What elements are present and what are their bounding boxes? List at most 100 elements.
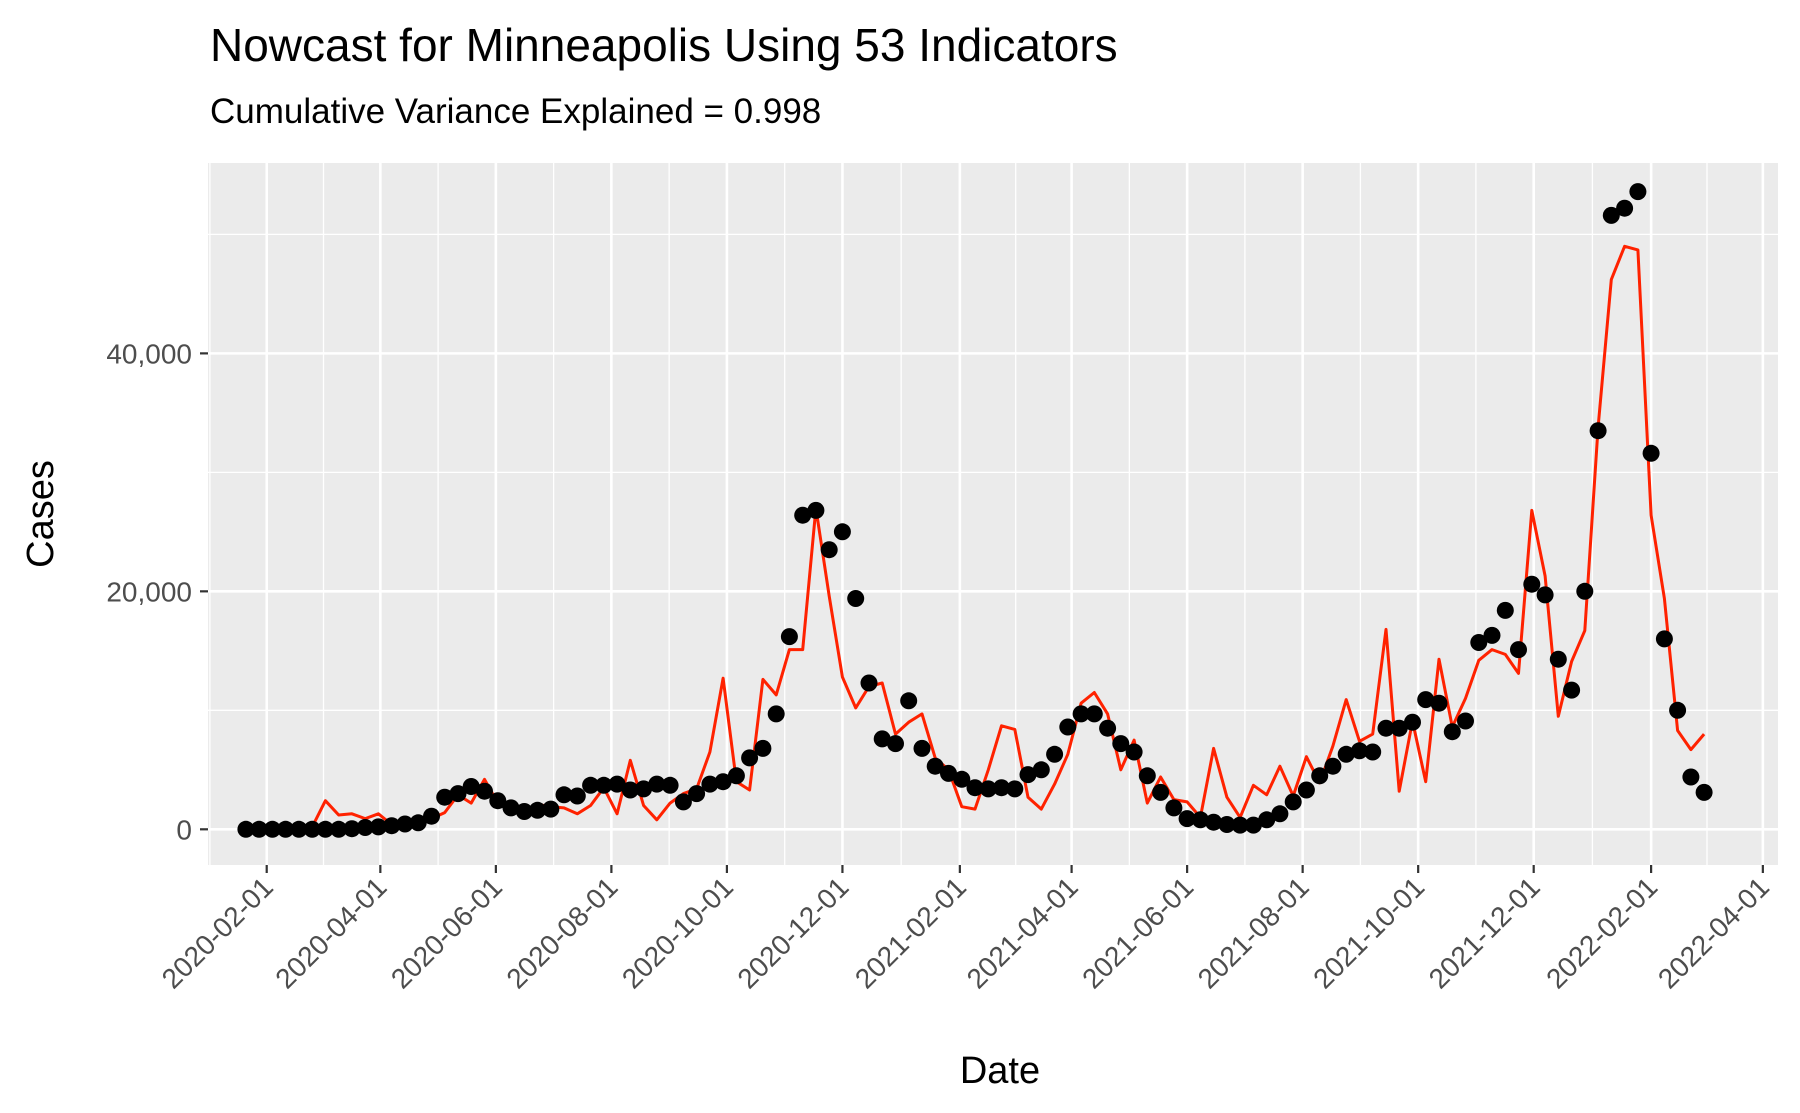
data-point — [794, 506, 812, 524]
y-tick-label: 20,000 — [106, 576, 192, 607]
data-point — [1576, 582, 1594, 600]
data-point — [1457, 712, 1474, 730]
data-point — [741, 749, 759, 767]
data-point — [1311, 767, 1329, 785]
data-point — [1417, 691, 1435, 709]
data-point — [1218, 816, 1236, 833]
data-point — [674, 793, 692, 811]
data-point — [436, 788, 454, 806]
data-point — [529, 801, 546, 819]
data-point — [979, 780, 997, 798]
x-axis-label: Date — [959, 1050, 1041, 1092]
data-point — [489, 792, 507, 810]
data-point — [369, 818, 387, 836]
data-point — [1231, 816, 1249, 834]
data-point — [953, 770, 971, 788]
data-point — [1629, 183, 1647, 201]
data-point — [1642, 444, 1660, 462]
data-point — [621, 781, 639, 799]
data-point — [1165, 799, 1183, 817]
plot-panel — [208, 163, 1778, 865]
x-tick-label: 2020-02-01 — [156, 871, 279, 994]
data-point — [290, 820, 308, 838]
data-point — [926, 757, 944, 775]
data-point — [1324, 757, 1342, 775]
data-point — [263, 820, 281, 838]
x-tick-label: 2021-02-01 — [849, 871, 972, 994]
data-point — [714, 773, 732, 791]
data-point — [754, 739, 772, 757]
data-point — [1205, 813, 1223, 831]
data-point — [237, 820, 255, 838]
data-point — [316, 820, 334, 838]
data-point — [847, 590, 865, 607]
y-axis: 0 20,000 40,000 — [106, 338, 208, 845]
data-point — [780, 628, 798, 646]
data-point — [1616, 199, 1634, 217]
chart-title: Nowcast for Minneapolis Using 53 Indicat… — [210, 19, 1118, 71]
data-point — [1112, 735, 1130, 753]
x-tick-label: 2020-04-01 — [269, 871, 392, 994]
data-point — [833, 523, 851, 541]
data-point — [449, 785, 467, 803]
data-point — [555, 786, 573, 804]
data-point — [1655, 630, 1673, 648]
data-point — [1152, 783, 1170, 801]
data-point — [1443, 723, 1461, 741]
data-point — [1390, 719, 1408, 737]
y-axis-label: Cases — [20, 460, 62, 568]
data-point — [1496, 601, 1514, 619]
data-point — [1006, 780, 1024, 798]
x-tick-label: 2021-04-01 — [961, 871, 1084, 994]
data-point — [396, 815, 414, 833]
data-point — [1059, 718, 1077, 736]
data-point — [1244, 816, 1262, 834]
data-point — [1549, 650, 1567, 668]
data-point — [1470, 634, 1488, 651]
x-tick-label: 2022-04-01 — [1652, 871, 1775, 994]
x-tick-label: 2020-06-01 — [385, 871, 508, 994]
data-point — [1072, 705, 1090, 723]
x-tick-label: 2020-10-01 — [616, 871, 739, 994]
data-point — [1297, 781, 1315, 799]
data-point — [767, 705, 785, 723]
data-point — [383, 817, 401, 835]
data-point — [1337, 745, 1355, 763]
data-point — [1682, 768, 1700, 786]
data-point — [1589, 422, 1607, 440]
grid-major — [208, 163, 1778, 865]
data-point — [1284, 793, 1302, 811]
data-point — [1483, 626, 1501, 644]
x-tick-label: 2021-12-01 — [1423, 871, 1546, 994]
x-tick-label: 2021-10-01 — [1307, 871, 1430, 994]
grid-minor — [208, 163, 1778, 865]
data-point — [1602, 206, 1620, 224]
data-point — [582, 776, 600, 794]
data-point — [940, 764, 957, 782]
data-point — [1669, 701, 1687, 719]
data-point — [900, 692, 918, 710]
data-point — [701, 775, 719, 793]
data-point — [1271, 805, 1289, 823]
data-point — [1510, 641, 1527, 659]
data-point — [595, 776, 613, 794]
data-point — [1019, 766, 1037, 784]
data-point — [635, 780, 653, 798]
data-point — [1404, 713, 1421, 731]
data-point — [727, 767, 745, 785]
x-tick-label: 2020-12-01 — [731, 871, 854, 994]
data-point — [476, 782, 493, 800]
data-point — [1430, 694, 1448, 712]
data-point — [1536, 586, 1554, 604]
data-point — [277, 820, 295, 838]
data-point — [1377, 719, 1395, 737]
data-point — [1351, 742, 1368, 760]
x-tick-label: 2021-08-01 — [1192, 871, 1315, 994]
data-point — [1695, 783, 1713, 801]
data-point — [1085, 705, 1103, 723]
data-point — [648, 775, 666, 793]
data-point — [860, 674, 878, 692]
data-point — [887, 735, 904, 753]
